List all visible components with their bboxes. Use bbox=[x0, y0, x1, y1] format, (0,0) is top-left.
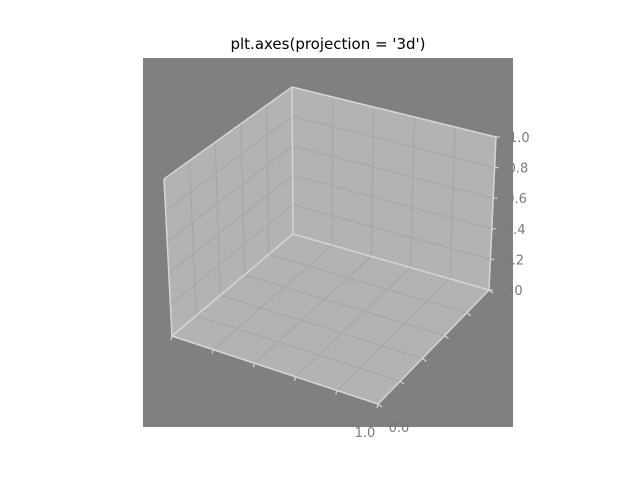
floor-grid-line bbox=[336, 278, 451, 391]
z-tick-label: 0.6 bbox=[506, 192, 527, 207]
right-wall-grid-line bbox=[292, 174, 492, 230]
floor-grid-line bbox=[295, 267, 411, 378]
floor-grid-line bbox=[268, 253, 467, 314]
left-wall-grid-line bbox=[170, 204, 294, 305]
right-wall-grid-line bbox=[292, 115, 495, 169]
left-wall-grid-line bbox=[214, 142, 221, 296]
y-tick-label: 0.0 bbox=[389, 421, 410, 436]
floor-grid-line bbox=[220, 294, 423, 359]
chart-title: plt.axes(projection = '3d') bbox=[230, 35, 425, 53]
z-tick-label: 1.0 bbox=[509, 131, 530, 146]
x-tick-mark bbox=[335, 390, 338, 395]
pane-edges bbox=[163, 86, 497, 405]
x-tick-mark bbox=[294, 376, 297, 381]
z-tick-label: 0.8 bbox=[508, 162, 529, 177]
x-tick-mark bbox=[376, 403, 379, 409]
pane-edge bbox=[291, 86, 294, 235]
right-back-pane bbox=[292, 87, 496, 290]
pane-edge bbox=[377, 289, 490, 405]
pane-edge bbox=[163, 178, 173, 337]
z-axis-tick-labels: 0.0 0.2 0.4 0.6 0.8 1.0 bbox=[502, 131, 530, 299]
right-wall-grid-line bbox=[370, 106, 375, 257]
y-tick-mark bbox=[444, 335, 449, 340]
z-tick-label: 0.0 bbox=[502, 284, 523, 299]
y-tick-mark bbox=[422, 357, 427, 362]
left-wall-grid-line bbox=[265, 105, 270, 255]
right-wall-grid-line bbox=[449, 126, 456, 279]
pane-edge bbox=[171, 335, 379, 405]
y-tick-mark bbox=[466, 312, 472, 317]
right-wall-grid-line bbox=[331, 96, 334, 246]
pane-edge bbox=[163, 86, 293, 180]
left-wall-grid-line bbox=[168, 174, 293, 274]
x-tick-mark bbox=[170, 335, 173, 341]
x-tick-mark bbox=[252, 363, 255, 368]
floor-grid-line bbox=[196, 315, 401, 382]
z-tick-label: 0.2 bbox=[503, 253, 524, 268]
pane-edge bbox=[292, 233, 490, 291]
left-wall-grid-line bbox=[165, 115, 293, 211]
floor-grid-line bbox=[244, 274, 445, 337]
left-back-pane bbox=[164, 87, 293, 336]
pane-edge bbox=[171, 233, 294, 337]
z-tick-label: 0.4 bbox=[505, 223, 526, 238]
floor-grid-line bbox=[212, 244, 333, 350]
x-tick-label: 1.0 bbox=[355, 426, 376, 441]
right-wall-grid-line bbox=[292, 145, 494, 199]
right-wall-grid-line bbox=[410, 116, 415, 268]
floor-grid-line bbox=[254, 256, 372, 364]
tick-marks bbox=[170, 136, 500, 409]
left-wall-grid-line bbox=[240, 123, 246, 275]
left-wall-grid-line bbox=[166, 145, 293, 243]
right-wall-grid-line bbox=[292, 204, 491, 260]
left-wall-grid-line bbox=[189, 160, 197, 316]
y-tick-mark bbox=[488, 289, 494, 294]
x-tick-mark bbox=[211, 349, 214, 354]
grid-lines bbox=[165, 96, 495, 391]
y-tick-mark bbox=[399, 380, 405, 385]
y-tick-mark bbox=[377, 403, 383, 408]
pane-edge bbox=[291, 86, 497, 138]
pane-edge bbox=[488, 136, 497, 291]
